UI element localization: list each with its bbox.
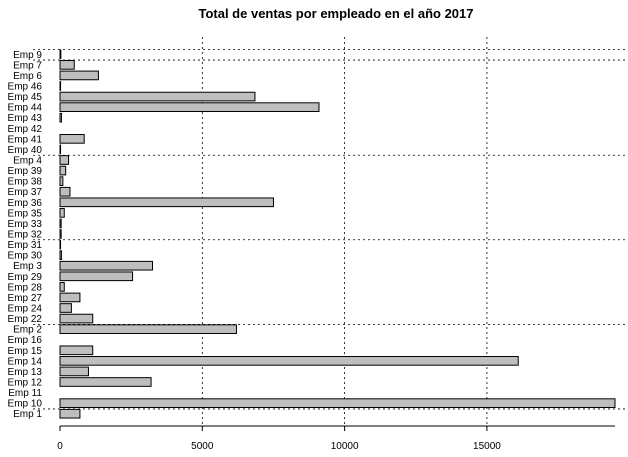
bar: [59, 186, 71, 197]
category-label: Emp 24: [8, 304, 43, 315]
bar: [59, 197, 274, 208]
bars: [59, 49, 616, 419]
category-label: Emp 41: [8, 134, 43, 145]
bar: [59, 271, 134, 282]
category-label: Emp 35: [8, 208, 43, 219]
category-label: Emp 39: [8, 166, 43, 177]
bar: [59, 260, 153, 271]
category-label: Emp 29: [8, 272, 43, 283]
category-label: Emp 28: [8, 282, 43, 293]
bar: [59, 144, 62, 155]
category-label: Emp 15: [8, 346, 43, 357]
category-label: Emp 40: [8, 145, 43, 156]
bar: [59, 292, 81, 303]
bar: [59, 91, 256, 102]
bar: [59, 165, 67, 176]
category-label: Emp 6: [13, 71, 42, 82]
category-label: Emp 16: [8, 335, 43, 346]
bar: [59, 81, 62, 91]
x-tick-label: 5000: [191, 441, 214, 452]
bar: [59, 218, 62, 229]
bar: [59, 313, 94, 324]
bar: [59, 324, 237, 334]
bar: [59, 377, 152, 387]
bar: [59, 102, 320, 112]
bar: [59, 229, 62, 239]
category-label: Emp 46: [8, 82, 43, 93]
category-label: Emp 7: [13, 60, 42, 71]
bar: [59, 239, 62, 250]
category-label: Emp 14: [8, 356, 43, 367]
category-label: Emp 1: [13, 409, 42, 420]
category-label: Emp 37: [8, 187, 43, 198]
bar: [59, 303, 72, 313]
bar: [59, 134, 85, 144]
category-label: Emp 27: [8, 293, 43, 304]
bar: [59, 60, 75, 70]
category-label: Emp 32: [8, 230, 43, 241]
category-label: Emp 12: [8, 378, 43, 389]
bar: [59, 176, 64, 186]
chart-title: Total de ventas por empleado en el año 2…: [198, 6, 473, 21]
category-label: Emp 30: [8, 251, 43, 262]
category-label: Emp 31: [8, 240, 43, 251]
bar: [59, 70, 99, 81]
category-label: Emp 2: [13, 325, 42, 336]
bar: [59, 155, 70, 165]
bar: [59, 398, 616, 408]
category-label: Emp 11: [8, 388, 42, 399]
category-label: Emp 9: [13, 50, 42, 61]
bar: [59, 356, 519, 366]
bar: [59, 345, 94, 356]
bar: [59, 250, 62, 260]
bar: [59, 282, 65, 292]
x-tick-label: 10000: [331, 441, 359, 452]
category-label: Emp 43: [8, 113, 43, 124]
category-label: Emp 10: [8, 399, 43, 410]
category-label: Emp 4: [13, 156, 42, 167]
category-label: Emp 45: [8, 92, 43, 103]
category-label: Emp 3: [13, 261, 42, 272]
x-tick-label: 0: [57, 441, 63, 452]
bar: [59, 408, 81, 419]
bar: [59, 49, 62, 60]
category-label: Emp 42: [8, 124, 43, 135]
category-label: Emp 13: [8, 367, 43, 378]
category-label: Emp 38: [8, 177, 43, 188]
gridlines: [33, 37, 625, 427]
bar: [59, 208, 65, 218]
x-axis: 0 5000 10000 15000: [57, 425, 615, 452]
category-label: Emp 44: [8, 103, 43, 114]
x-tick-label: 15000: [473, 441, 501, 452]
bar: [59, 366, 89, 377]
category-label: Emp 33: [8, 219, 43, 230]
category-label: Emp 36: [8, 198, 43, 209]
category-label: Emp 22: [8, 314, 43, 325]
bar: [59, 112, 62, 123]
